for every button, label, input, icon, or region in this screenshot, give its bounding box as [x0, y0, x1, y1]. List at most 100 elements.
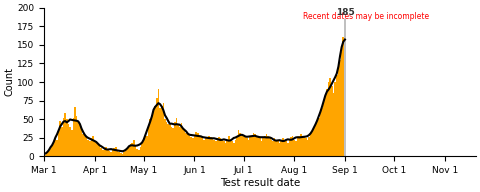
- Bar: [149, 119, 151, 156]
- Bar: [263, 138, 264, 156]
- Bar: [321, 108, 323, 156]
- X-axis label: Test result date: Test result date: [220, 178, 300, 188]
- Bar: [334, 82, 336, 156]
- Bar: [272, 142, 274, 156]
- Bar: [223, 142, 225, 156]
- Bar: [47, 153, 48, 156]
- Bar: [55, 136, 56, 156]
- Bar: [110, 152, 112, 156]
- Bar: [240, 132, 241, 156]
- Bar: [153, 112, 155, 156]
- Bar: [130, 144, 132, 156]
- Bar: [329, 78, 331, 156]
- Bar: [51, 146, 53, 156]
- Bar: [251, 136, 252, 156]
- Bar: [184, 130, 185, 156]
- Bar: [343, 37, 344, 156]
- Bar: [171, 127, 172, 156]
- Bar: [96, 142, 97, 156]
- Bar: [320, 113, 321, 156]
- Bar: [189, 136, 191, 156]
- Bar: [121, 154, 123, 156]
- Bar: [225, 143, 227, 156]
- Bar: [144, 134, 146, 156]
- Bar: [280, 140, 282, 156]
- Bar: [146, 136, 148, 156]
- Bar: [324, 97, 326, 156]
- Bar: [213, 140, 215, 156]
- Bar: [179, 127, 180, 156]
- Bar: [193, 136, 195, 156]
- Bar: [243, 136, 244, 156]
- Bar: [249, 137, 251, 156]
- Bar: [107, 150, 108, 156]
- Bar: [155, 106, 156, 156]
- Bar: [205, 138, 207, 156]
- Bar: [128, 147, 130, 156]
- Bar: [299, 136, 300, 156]
- Bar: [207, 137, 208, 156]
- Bar: [215, 142, 216, 156]
- Bar: [123, 152, 125, 156]
- Bar: [261, 142, 263, 156]
- Bar: [68, 124, 69, 156]
- Bar: [163, 103, 164, 156]
- Bar: [244, 137, 246, 156]
- Bar: [166, 122, 168, 156]
- Bar: [267, 136, 269, 156]
- Bar: [94, 140, 96, 156]
- Bar: [99, 146, 100, 156]
- Bar: [64, 113, 66, 156]
- Bar: [313, 128, 315, 156]
- Bar: [56, 140, 58, 156]
- Bar: [117, 150, 119, 156]
- Bar: [141, 143, 143, 156]
- Bar: [87, 140, 89, 156]
- Bar: [140, 147, 141, 156]
- Bar: [227, 140, 228, 156]
- Bar: [241, 134, 243, 156]
- Bar: [341, 52, 343, 156]
- Bar: [63, 118, 64, 156]
- Bar: [172, 128, 174, 156]
- Bar: [254, 134, 256, 156]
- Bar: [71, 130, 72, 156]
- Bar: [333, 93, 334, 156]
- Bar: [328, 82, 329, 156]
- Bar: [91, 138, 92, 156]
- Bar: [191, 137, 192, 156]
- Bar: [295, 142, 297, 156]
- Bar: [182, 128, 184, 156]
- Bar: [344, 19, 346, 156]
- Bar: [218, 137, 220, 156]
- Bar: [132, 143, 133, 156]
- Bar: [108, 151, 110, 156]
- Bar: [231, 142, 233, 156]
- Bar: [290, 137, 292, 156]
- Bar: [115, 147, 117, 156]
- Bar: [277, 142, 279, 156]
- Bar: [72, 118, 74, 156]
- Bar: [119, 152, 120, 156]
- Bar: [159, 108, 161, 156]
- Bar: [282, 138, 284, 156]
- Bar: [208, 136, 210, 156]
- Bar: [318, 118, 320, 156]
- Y-axis label: Count: Count: [4, 68, 14, 97]
- Bar: [169, 125, 171, 156]
- Bar: [336, 74, 337, 156]
- Bar: [212, 138, 213, 156]
- Bar: [293, 140, 295, 156]
- Bar: [300, 134, 301, 156]
- Bar: [331, 86, 333, 156]
- Bar: [271, 140, 272, 156]
- Bar: [220, 138, 221, 156]
- Bar: [315, 125, 316, 156]
- Bar: [85, 138, 87, 156]
- Text: 185: 185: [336, 8, 354, 17]
- Bar: [274, 138, 276, 156]
- Bar: [100, 148, 102, 156]
- Bar: [185, 132, 187, 156]
- Bar: [92, 136, 94, 156]
- Bar: [60, 121, 61, 156]
